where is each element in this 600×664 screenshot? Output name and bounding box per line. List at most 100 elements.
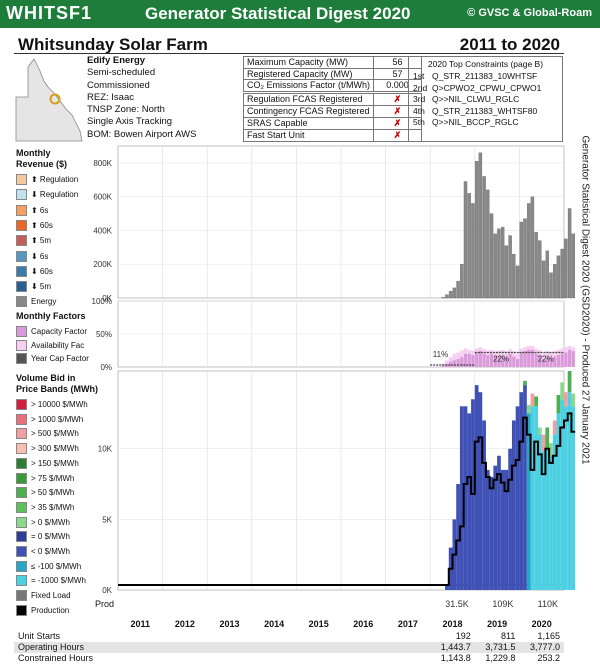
band-bar-negative [493,465,498,590]
y-tick-label: 0% [100,363,112,372]
band-bar-negative [489,476,494,590]
legend-item: < 0 $/MWh [16,546,70,557]
legend-label: > 300 $/MWh [31,444,79,454]
legend-label: ⬆ 60s [31,220,53,230]
bands_legend-legend-title: Volume Bid in Price Bands (MWh) [16,373,99,394]
legend-swatch [16,174,27,185]
capacity-bar [545,356,549,367]
side-caption: Generator Statistical Digest 2020 (GSD20… [580,135,591,464]
revenue-bar [508,235,512,299]
legend-swatch [16,457,27,469]
stats-row: Operating Hours 1,443.7 3,731.5 3,777.0 [14,642,564,653]
legend-swatch [16,204,27,216]
legend-swatch [16,428,27,440]
capacity-bar [467,353,471,367]
legend-label: > 1000 $/MWh [31,414,84,424]
availability-bar [463,348,468,367]
legend-label: Production [31,605,70,615]
year-label: 2015 [308,619,329,629]
band-bar-negative [452,519,457,590]
revenue-bar [549,272,553,299]
legend-item: ⬆ 5m [16,235,51,247]
revenue-bar [471,203,475,299]
legend-label: Energy [31,297,57,307]
availability-bar [497,350,501,367]
band-bar-positive [537,427,542,435]
year-label: 2011 [130,619,151,629]
band-bar-negative [485,469,490,590]
production-total: 109K [492,599,514,609]
stats-value: 1,443.7 [440,642,471,652]
capacity-bar [475,352,479,367]
band-bar-negative [459,406,464,590]
capacity-label: Maximum Capacity (MW) [242,56,375,69]
availability-bar [511,351,516,367]
stats-value: 192 [455,631,471,641]
technology: Single Axis Tracking [87,116,173,128]
capacity-bar [452,360,456,367]
bom-station: BOM: Bowen Airport AWS [87,128,197,140]
legend-item: ⬇ 60s [16,265,53,277]
factors-chart: 0% 50% 100% 11% 22% 22% [92,297,576,372]
report-title: Generator Statistical Digest 2020 [145,4,411,23]
stats-value: 811 [501,631,516,641]
legend-label: Fixed Load [31,591,71,601]
capacity-bar [538,355,542,367]
revenue-bar [493,233,497,299]
capacity-bar [519,352,523,367]
production-totals: 31.5K 109K 110K [118,598,564,610]
y-tick-label: 800K [93,159,112,168]
legend-item: > 35 $/MWh [16,501,74,513]
availability-bar [445,360,449,367]
legend-label: > 0 $/MWh [31,517,70,527]
capacity-bar [542,359,546,367]
y-tick-label: 400K [93,226,112,235]
status: Commissioned [87,79,150,91]
band-bar-positive [534,396,538,407]
band-bar-positive [545,427,550,449]
band-bar-negative [511,420,516,590]
constraints-title: 2020 Top Constraints (page B) [427,59,544,69]
capacity-bar [486,355,490,367]
legend-swatch [16,531,27,543]
legend-swatch [16,590,27,602]
availability-bar [537,349,542,367]
legend-label: Capacity Factor [31,327,88,336]
stats-value: 3,777.0 [529,642,560,652]
y-tick-label: 0K [102,294,112,303]
band-bar-negative [519,392,524,590]
revenue-bar [456,280,460,299]
legend-swatch [16,235,27,247]
availability-bar [471,350,475,367]
capacity-bar [460,357,464,367]
availability-bar [441,363,446,367]
availability-bar [493,351,498,367]
availability-bar [459,350,464,367]
constraint-rank: 1st [413,71,425,81]
capacity-bar [463,353,468,367]
legend-label: > 150 $/MWh [31,458,79,468]
y-tick-label: 100% [92,297,112,306]
capacity-bar [549,357,553,367]
service-row: Contingency FCAS Registered ✗ [242,104,423,118]
capacity-row: Maximum Capacity (MW) 56 [242,56,423,69]
band-bar-positive [530,393,535,407]
capacity-label: Registered Capacity (MW) [242,67,375,80]
band-bar-negative [534,406,538,590]
band-bar-negative [552,434,557,590]
constraint-name: Q>>NIL_BCCP_RGLC [432,117,519,127]
y-tick-label: 600K [93,193,112,202]
rez: REZ: Isaac [87,91,134,103]
y-tick-label: 50% [96,330,112,339]
legend-label: Year Cap Factor [31,354,89,363]
capacity-bar [527,349,531,367]
legend-label: > 10000 $/MWh [31,400,88,409]
band-bar-negative [448,547,453,590]
copyright: © GVSC & Global-Roam [467,7,592,19]
constraint-item: 4th Q_STR_211383_WHTSF80 [413,106,558,118]
tnsp-zone: TNSP Zone: North [87,104,165,116]
band-bar-positive [541,434,546,452]
legend-item: = -1000 $/MWh [16,575,86,587]
capacity-bar [504,357,508,367]
band-bar-negative [500,469,505,590]
